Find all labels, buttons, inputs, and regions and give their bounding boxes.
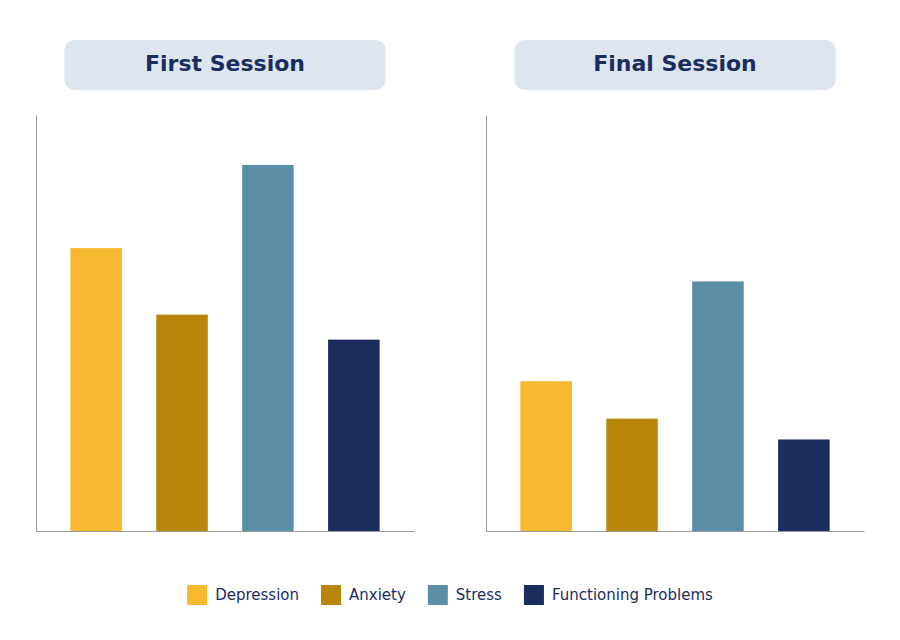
title: First Session xyxy=(145,51,305,76)
bar xyxy=(778,439,830,531)
legend-label: Depression xyxy=(215,586,299,604)
legend-label: Functioning Problems xyxy=(552,586,713,604)
bars xyxy=(520,281,829,531)
figure: First Session Final Session Depression Anxi… xyxy=(0,0,900,640)
legend-swatch xyxy=(321,585,341,605)
legend: Depression Anxiety Stress Functioning Probl… xyxy=(187,585,713,605)
bar xyxy=(328,340,380,531)
title-box xyxy=(64,40,385,90)
x-axis-line xyxy=(37,531,415,532)
legend-item: Stress xyxy=(428,585,502,605)
title-box xyxy=(514,40,835,90)
x-axis-line xyxy=(487,531,865,532)
x-axis xyxy=(487,531,865,532)
bar xyxy=(520,381,572,531)
y-axis-line xyxy=(486,116,487,532)
legend-item: Depression xyxy=(187,585,299,605)
bar xyxy=(156,315,208,531)
bar xyxy=(606,419,658,531)
x-axis xyxy=(37,531,415,532)
bars xyxy=(70,165,379,531)
legend-item: Functioning Problems xyxy=(524,585,713,605)
bar xyxy=(70,248,122,531)
legend-swatch xyxy=(428,585,448,605)
title: Final Session xyxy=(593,51,757,76)
legend-label: Stress xyxy=(456,586,502,604)
bar xyxy=(692,281,744,531)
panel xyxy=(37,116,415,532)
legend-item: Anxiety xyxy=(321,585,406,605)
legend-swatch xyxy=(187,585,207,605)
y-axis-line xyxy=(36,116,37,532)
panel xyxy=(487,116,865,532)
legend-label: Anxiety xyxy=(349,586,406,604)
y-axis xyxy=(486,116,487,532)
bar xyxy=(242,165,294,531)
y-axis xyxy=(36,116,37,532)
legend-swatch xyxy=(524,585,544,605)
